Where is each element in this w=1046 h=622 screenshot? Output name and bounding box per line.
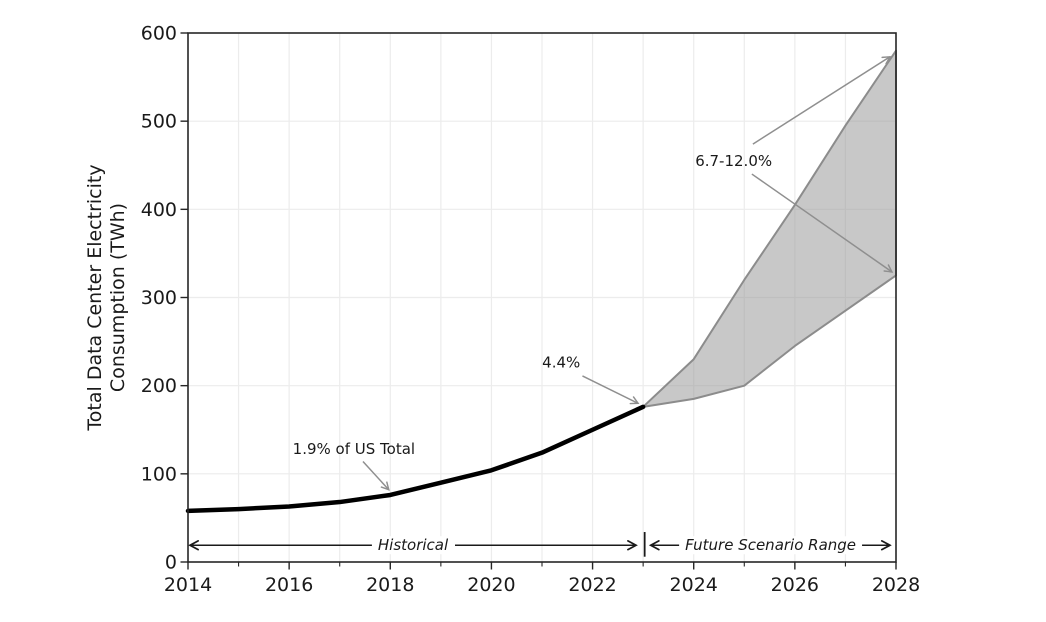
y-tick-label-600: 600: [141, 23, 177, 45]
x-tick-label-2014: 2014: [164, 574, 212, 596]
x-tick-label-2026: 2026: [771, 574, 819, 596]
x-tick-label-2020: 2020: [467, 574, 515, 596]
y-axis-label: Total Data Center Electricity Consumption…: [84, 164, 129, 431]
y-tick-label-0: 0: [165, 552, 177, 574]
annotation-arrow-pct-2023: [582, 375, 640, 405]
annotation-label-pct-2028: 6.7-12.0%: [695, 152, 772, 170]
x-tick-label-2018: 2018: [366, 574, 414, 596]
x-tick-label-2024: 2024: [670, 574, 718, 596]
range-annotations: Historical Future Scenario Range: [188, 532, 892, 557]
annotation-label-pct-2023: 4.4%: [542, 354, 580, 372]
y-tick-label-200: 200: [141, 375, 177, 397]
historical-range-label-backing: [371, 536, 456, 555]
y-tick-label-500: 500: [141, 111, 177, 133]
annotation-arrow-pct-2028: [751, 173, 894, 273]
annotation-label-pct-2018: 1.9% of US Total: [293, 440, 415, 458]
y-axis-label-line-2: Consumption (TWh): [107, 203, 129, 392]
annotations: 1.9% of US Total 4.4% 6.7-12.0%: [293, 55, 894, 491]
y-tick-label-100: 100: [141, 463, 177, 485]
x-tick-label-2016: 2016: [265, 574, 313, 596]
future-range-label: Future Scenario Range: [685, 536, 856, 554]
x-tick-label-2028: 2028: [872, 574, 920, 596]
annotation-arrow-pct-2018: [362, 460, 390, 491]
historical-range-label: Historical: [378, 536, 449, 554]
annotation-arrow-pct-2028: [752, 55, 892, 145]
historical-line: [185, 404, 646, 514]
y-tick-label-300: 300: [141, 287, 177, 309]
future-range-label-backing: [679, 536, 863, 555]
tick-labels: 2014 2016 2018 2020 2022 2024 2026 2028 0 100 200 3…: [141, 23, 920, 597]
axis-ticks: [180, 32, 897, 570]
x-tick-label-2022: 2022: [568, 574, 616, 596]
y-axis-label-line-1: Total Data Center Electricity: [84, 164, 106, 431]
y-tick-label-400: 400: [141, 199, 177, 221]
